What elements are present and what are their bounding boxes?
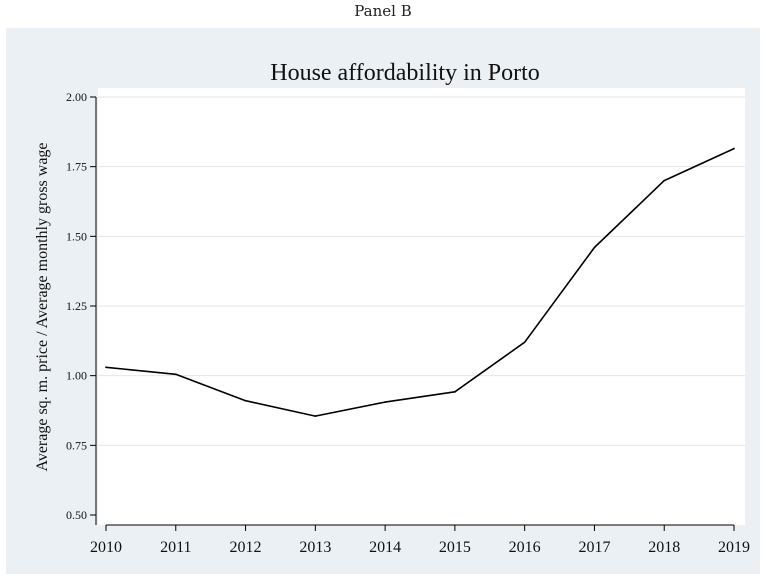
y-tick-label: 1.50 [66,229,87,243]
data-point [523,341,526,344]
x-tick-label: 2019 [718,539,750,556]
y-tick-label: 1.75 [66,160,87,174]
data-point [663,179,666,182]
data-point [244,399,247,402]
data-point [384,401,387,404]
y-tick-label: 2.00 [66,90,87,104]
data-point [453,390,456,393]
data-point [733,147,735,150]
x-tick-label: 2016 [509,539,541,556]
data-point [314,415,317,417]
y-tick-label: 1.00 [66,369,87,383]
x-tick-label: 2012 [230,539,262,556]
y-axis-label: Average sq. m. price / Average monthly g… [34,142,51,471]
y-tick-label: 1.25 [66,299,87,313]
x-tick-label: 2013 [299,539,331,556]
x-tick-label: 2014 [369,539,401,556]
x-tick-label: 2018 [648,539,680,556]
x-tick-label: 2017 [578,539,610,556]
x-tick-label: 2010 [90,539,122,556]
data-point [593,246,596,249]
y-tick-label: 0.75 [66,438,87,452]
data-point [105,366,107,369]
series-line [105,147,735,417]
x-tick-label: 2015 [439,539,471,556]
y-tick-label: 0.50 [66,508,87,522]
x-tick-label: 2011 [160,539,191,556]
chart-title: House affordability in Porto [270,60,540,86]
data-point [174,373,177,376]
panel-label: Panel B [354,2,412,20]
